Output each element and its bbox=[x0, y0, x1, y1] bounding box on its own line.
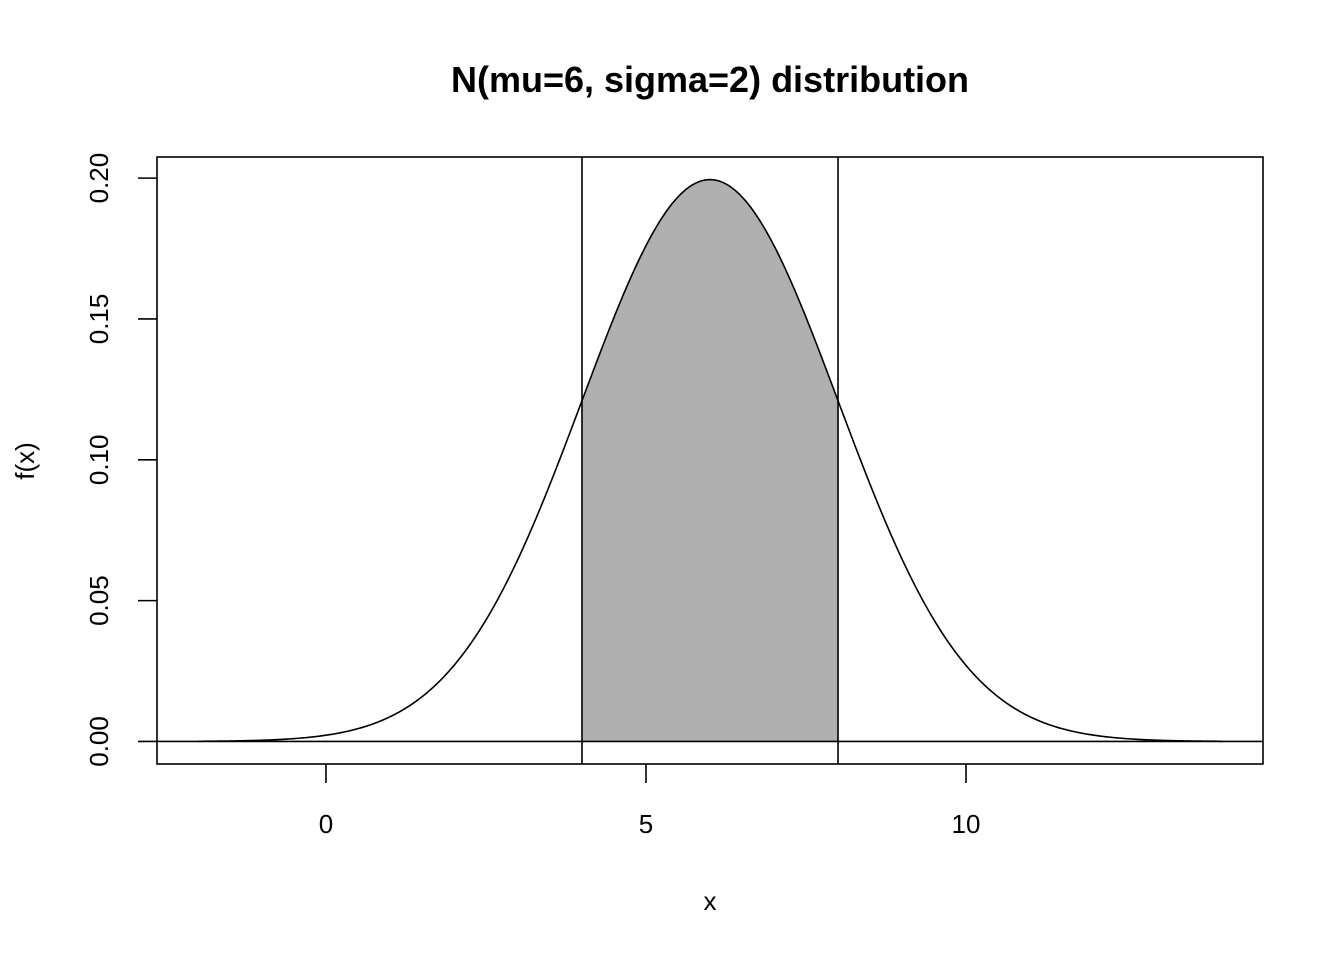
x-axis: 0 5 10 bbox=[319, 764, 981, 839]
y-tick-label: 0.10 bbox=[84, 434, 114, 485]
density-curve bbox=[197, 178, 1223, 743]
x-tick-label: 0 bbox=[319, 809, 333, 839]
y-axis-label: f(x) bbox=[10, 442, 40, 480]
shaded-probability-area bbox=[581, 179, 839, 742]
y-tick-label: 0.20 bbox=[84, 153, 114, 204]
y-tick-label: 0.15 bbox=[84, 294, 114, 345]
x-tick-label: 10 bbox=[952, 809, 981, 839]
x-tick-label: 5 bbox=[639, 809, 653, 839]
y-tick-label: 0.00 bbox=[84, 716, 114, 767]
chart-title: N(mu=6, sigma=2) distribution bbox=[451, 59, 969, 100]
plot-area bbox=[156, 156, 1264, 765]
y-tick-label: 0.05 bbox=[84, 575, 114, 626]
x-axis-label: x bbox=[704, 886, 717, 916]
y-axis: 0.00 0.05 0.10 0.15 0.20 bbox=[84, 153, 157, 767]
